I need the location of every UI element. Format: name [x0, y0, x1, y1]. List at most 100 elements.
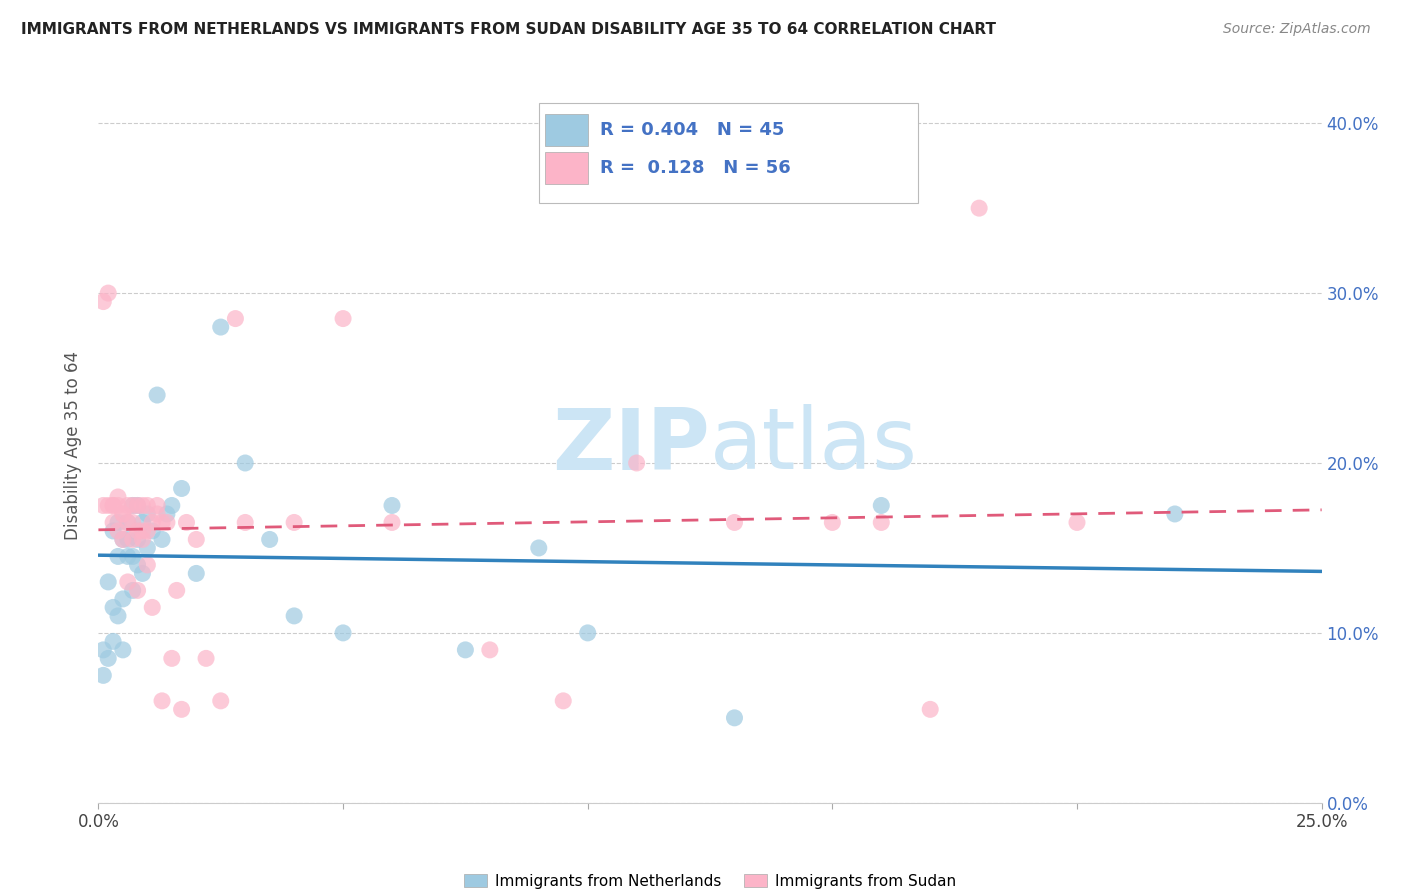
Point [107, 524, 129, 538]
Point [186, 533, 208, 547]
Text: atlas: atlas [710, 404, 918, 488]
Point [111, 507, 134, 521]
Point [117, 549, 139, 564]
Point [626, 456, 648, 470]
Point [111, 507, 134, 521]
Point [117, 516, 139, 530]
Point [91, 499, 114, 513]
Point [121, 499, 143, 513]
Point [150, 694, 173, 708]
Point [97, 651, 120, 665]
Point [146, 499, 169, 513]
Point [283, 608, 305, 623]
Point [136, 499, 159, 513]
Point [381, 516, 404, 530]
Point [131, 516, 153, 530]
Point [176, 516, 198, 530]
Point [97, 286, 120, 301]
Point [1164, 507, 1187, 521]
Point [160, 651, 183, 665]
Point [127, 558, 149, 572]
Point [117, 516, 139, 530]
Point [121, 499, 143, 513]
Point [920, 702, 942, 716]
Bar [546, 152, 588, 184]
Point [111, 643, 134, 657]
Point [209, 694, 232, 708]
Point [576, 626, 599, 640]
Point [195, 651, 218, 665]
Point [121, 516, 143, 530]
Point [821, 516, 844, 530]
FancyBboxPatch shape [538, 103, 918, 203]
Point [107, 516, 129, 530]
Point [101, 499, 124, 513]
Point [259, 533, 281, 547]
Point [101, 524, 124, 538]
Point [117, 574, 139, 589]
Point [91, 668, 114, 682]
Point [156, 516, 179, 530]
Point [233, 516, 256, 530]
Point [127, 583, 149, 598]
Point [127, 499, 149, 513]
Point [141, 524, 163, 538]
Point [478, 643, 501, 657]
Point [121, 549, 143, 564]
Point [136, 541, 159, 555]
Point [107, 490, 129, 504]
Point [91, 294, 114, 309]
Point [553, 694, 575, 708]
Point [101, 499, 124, 513]
Point [454, 643, 477, 657]
Point [967, 201, 990, 215]
Point [527, 541, 550, 555]
Text: R = 0.404   N = 45: R = 0.404 N = 45 [600, 121, 785, 139]
Point [97, 499, 120, 513]
Point [111, 533, 134, 547]
Point [332, 626, 354, 640]
Point [127, 499, 149, 513]
Point [870, 499, 893, 513]
Point [332, 311, 354, 326]
Point [209, 320, 232, 334]
Point [141, 600, 163, 615]
Point [97, 574, 120, 589]
Point [136, 558, 159, 572]
Point [101, 634, 124, 648]
Point [131, 524, 153, 538]
Point [870, 516, 893, 530]
Point [233, 456, 256, 470]
Point [101, 600, 124, 615]
Point [224, 311, 246, 326]
Point [107, 499, 129, 513]
Point [146, 507, 169, 521]
Legend: Immigrants from Netherlands, Immigrants from Sudan: Immigrants from Netherlands, Immigrants … [458, 868, 962, 892]
Point [127, 524, 149, 538]
Y-axis label: Disability Age 35 to 64: Disability Age 35 to 64 [65, 351, 83, 541]
Point [381, 499, 404, 513]
Point [136, 507, 159, 521]
Point [136, 524, 159, 538]
Point [107, 608, 129, 623]
Text: IMMIGRANTS FROM NETHERLANDS VS IMMIGRANTS FROM SUDAN DISABILITY AGE 35 TO 64 COR: IMMIGRANTS FROM NETHERLANDS VS IMMIGRANT… [21, 22, 995, 37]
Point [1066, 516, 1088, 530]
Point [283, 516, 305, 530]
Point [723, 516, 745, 530]
Point [91, 643, 114, 657]
Point [121, 533, 143, 547]
Point [117, 499, 139, 513]
Point [131, 566, 153, 581]
Point [107, 549, 129, 564]
Point [170, 702, 193, 716]
Point [160, 499, 183, 513]
Point [150, 533, 173, 547]
Text: ZIP: ZIP [553, 404, 710, 488]
Point [101, 516, 124, 530]
Bar [546, 114, 588, 146]
Point [117, 533, 139, 547]
Point [111, 591, 134, 606]
Point [186, 566, 208, 581]
Point [131, 499, 153, 513]
Point [156, 507, 179, 521]
